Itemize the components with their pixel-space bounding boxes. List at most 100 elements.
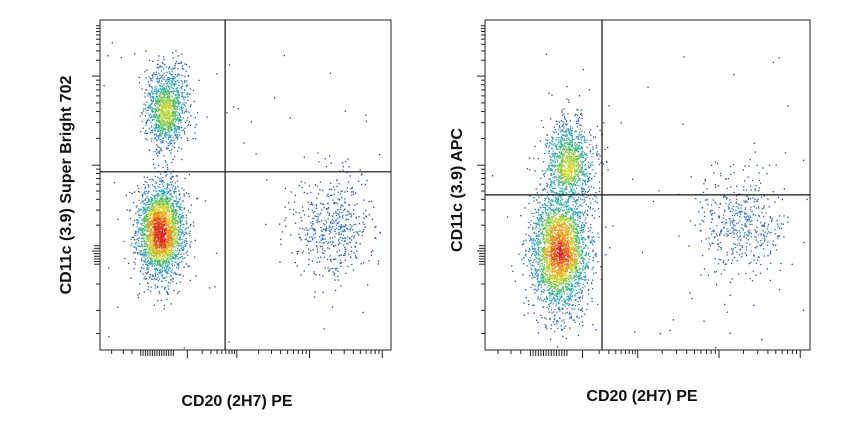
event-point: [351, 215, 353, 217]
event-point: [144, 193, 146, 195]
event-point: [344, 253, 347, 255]
event-point: [149, 214, 151, 216]
event-point: [164, 212, 166, 215]
event-point: [141, 230, 143, 232]
event-point: [140, 266, 142, 269]
event-point: [142, 110, 145, 112]
event-point: [181, 88, 183, 90]
event-point: [562, 114, 564, 116]
event-point: [721, 221, 723, 224]
event-point: [228, 64, 231, 66]
event-point: [634, 331, 636, 333]
event-point: [342, 214, 344, 217]
event-point: [145, 251, 148, 254]
event-point: [714, 183, 716, 186]
event-point: [150, 247, 152, 249]
event-point: [161, 248, 164, 250]
event-point: [151, 222, 154, 224]
event-point: [145, 220, 147, 222]
event-point: [154, 229, 156, 231]
event-point: [337, 191, 339, 193]
event-point: [373, 206, 375, 208]
event-point: [149, 261, 151, 263]
event-point: [164, 269, 166, 271]
event-point: [173, 131, 175, 134]
event-point: [329, 237, 331, 239]
event-point: [152, 219, 154, 221]
event-point: [167, 121, 169, 123]
event-point: [143, 228, 145, 231]
event-point: [347, 265, 349, 268]
event-point: [339, 242, 341, 244]
event-point: [720, 248, 722, 250]
event-point: [529, 195, 531, 197]
event-point: [155, 258, 158, 260]
event-point: [226, 112, 228, 114]
event-point: [186, 217, 188, 219]
event-point: [177, 242, 179, 244]
event-point: [157, 95, 159, 97]
event-point: [344, 246, 346, 248]
event-point: [165, 136, 167, 138]
event-point: [143, 244, 145, 246]
event-point: [706, 198, 708, 201]
event-point: [178, 193, 180, 195]
event-point: [167, 109, 169, 111]
event-point: [157, 226, 159, 228]
event-point: [593, 236, 595, 238]
event-point: [348, 211, 350, 213]
event-point: [143, 192, 145, 194]
event-point: [166, 71, 168, 73]
event-point: [768, 206, 770, 208]
event-point: [156, 278, 158, 280]
event-point: [156, 268, 158, 270]
event-point: [363, 217, 365, 219]
event-point: [162, 93, 164, 96]
event-point: [375, 225, 377, 228]
event-point: [168, 250, 170, 252]
event-point: [189, 246, 191, 248]
event-point: [166, 185, 169, 187]
event-point: [169, 237, 171, 240]
event-point: [145, 224, 147, 226]
event-point: [166, 257, 168, 260]
event-point: [138, 208, 140, 210]
event-point: [156, 106, 158, 108]
event-point: [168, 281, 170, 284]
event-point: [111, 42, 113, 44]
event-point: [142, 240, 144, 243]
event-point: [162, 120, 165, 123]
event-point: [158, 222, 160, 224]
event-point: [140, 252, 142, 254]
event-point: [315, 244, 317, 247]
event-point: [724, 196, 726, 198]
event-point: [342, 225, 345, 227]
event-point: [180, 203, 182, 205]
event-point: [157, 117, 160, 119]
event-point: [173, 117, 175, 119]
event-point: [153, 72, 155, 74]
event-point: [134, 53, 136, 55]
event-point: [164, 270, 167, 272]
event-point: [306, 232, 309, 234]
event-point: [593, 241, 595, 243]
event-point: [288, 202, 290, 204]
event-point: [340, 191, 342, 193]
event-point: [174, 142, 176, 144]
event-point: [151, 264, 153, 267]
event-point: [166, 198, 169, 201]
event-point: [250, 121, 252, 123]
event-point: [170, 249, 172, 252]
event-point: [599, 187, 601, 189]
event-point: [158, 227, 160, 229]
event-point: [171, 275, 173, 278]
event-point: [156, 231, 158, 234]
event-point: [528, 303, 530, 306]
event-point: [353, 237, 355, 239]
event-point: [186, 93, 189, 95]
event-point: [169, 222, 171, 224]
event-point: [333, 189, 336, 191]
event-point: [166, 219, 168, 221]
event-point: [138, 237, 140, 239]
event-point: [711, 242, 713, 245]
